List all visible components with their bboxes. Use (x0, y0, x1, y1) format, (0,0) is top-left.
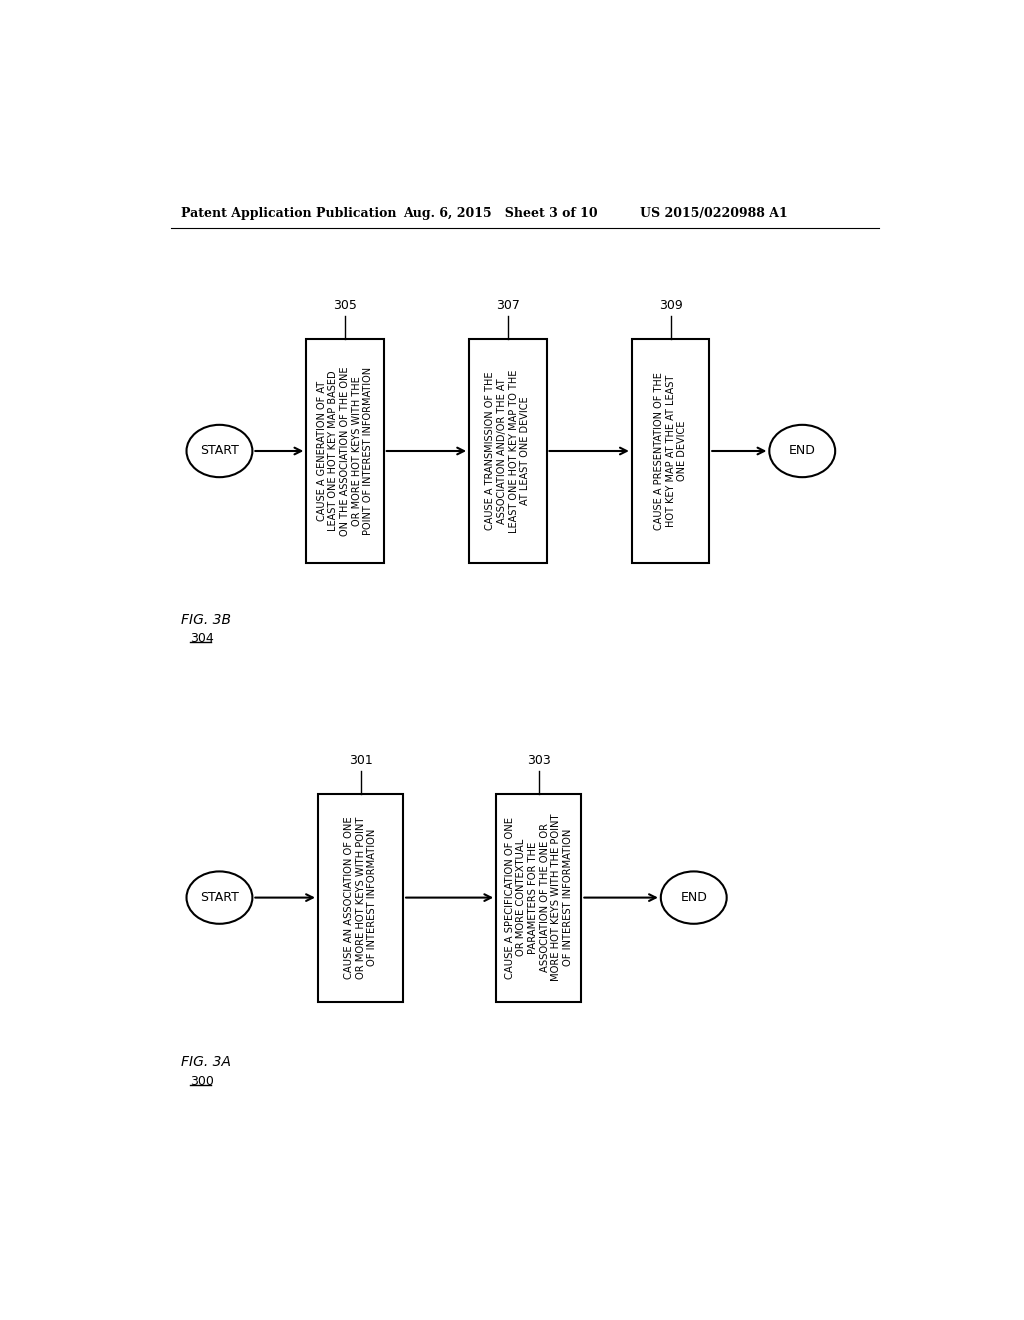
Text: CAUSE A SPECIFICATION OF ONE
OR MORE CONTEXTUAL
PARAMETERS FOR THE
ASSOCIATION O: CAUSE A SPECIFICATION OF ONE OR MORE CON… (505, 814, 572, 981)
Text: 309: 309 (658, 300, 682, 313)
Text: FIG. 3A: FIG. 3A (180, 1056, 230, 1069)
Text: CAUSE AN ASSOCIATION OF ONE
OR MORE HOT KEYS WITH POINT
OF INTEREST INFORMATION: CAUSE AN ASSOCIATION OF ONE OR MORE HOT … (344, 816, 377, 979)
Text: 304: 304 (190, 632, 214, 645)
Bar (496, 793, 582, 1002)
Text: CAUSE A PRESENTATION OF THE
HOT KEY MAP AT THE AT LEAST
ONE DEVICE: CAUSE A PRESENTATION OF THE HOT KEY MAP … (654, 372, 687, 529)
Bar (469, 339, 547, 562)
Text: Patent Application Publication: Patent Application Publication (180, 207, 396, 220)
Text: FIG. 3B: FIG. 3B (180, 612, 230, 627)
Text: 303: 303 (527, 754, 551, 767)
Text: START: START (200, 891, 239, 904)
Text: END: END (680, 891, 708, 904)
Bar (317, 793, 403, 1002)
Text: CAUSE A TRANSMISSION OF THE
ASSOCIATION AND/OR THE AT
LEAST ONE HOT KEY MAP TO T: CAUSE A TRANSMISSION OF THE ASSOCIATION … (485, 370, 530, 533)
Text: 300: 300 (190, 1074, 214, 1088)
Text: 305: 305 (333, 300, 357, 313)
Text: Aug. 6, 2015   Sheet 3 of 10: Aug. 6, 2015 Sheet 3 of 10 (403, 207, 598, 220)
Bar (632, 339, 710, 562)
Text: US 2015/0220988 A1: US 2015/0220988 A1 (640, 207, 787, 220)
Text: CAUSE A GENERATION OF AT
LEAST ONE HOT KEY MAP BASED
ON THE ASSOCIATION OF THE O: CAUSE A GENERATION OF AT LEAST ONE HOT K… (316, 366, 373, 536)
Text: START: START (200, 445, 239, 458)
Text: 307: 307 (496, 300, 520, 313)
Text: 301: 301 (348, 754, 373, 767)
Bar (306, 339, 384, 562)
Text: END: END (788, 445, 816, 458)
